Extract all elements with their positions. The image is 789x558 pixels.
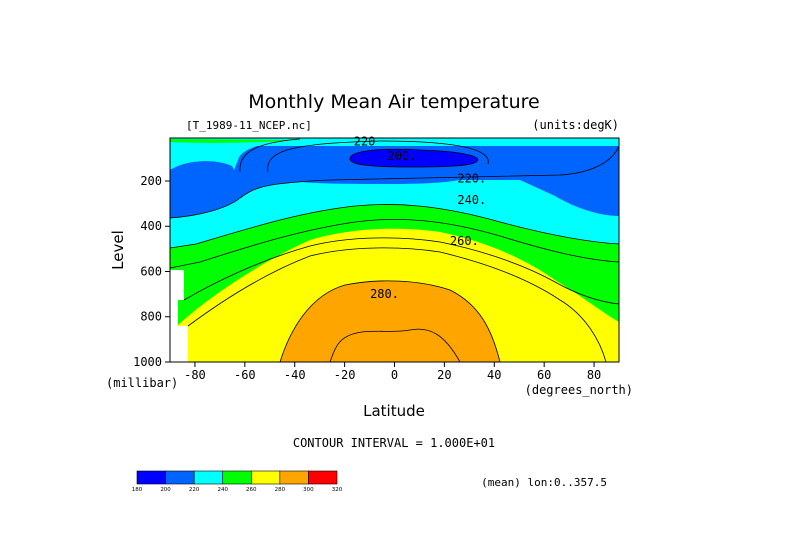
contour-line <box>187 247 607 362</box>
color-scale-swatch <box>279 470 309 485</box>
x-tick-label: -20 <box>334 368 356 382</box>
mean-longitude-note: (mean) lon:0..357.5 <box>481 476 607 489</box>
y-tick-label: 400 <box>140 219 162 233</box>
fill-band-240-top <box>170 139 300 143</box>
color-scale-label: 200 <box>160 487 171 493</box>
dataset-label: [T_1989-11_NCEP.nc] <box>186 119 312 132</box>
contour-line <box>329 328 461 362</box>
y-unit-label: (millibar) <box>106 376 178 390</box>
chart-title: Monthly Mean Air temperature <box>248 91 539 113</box>
y-tick-label: 200 <box>140 174 162 188</box>
contour-label: 220 <box>354 134 376 148</box>
y-tick-label: 1000 <box>133 355 162 369</box>
color-scale-label: 280 <box>275 487 286 493</box>
x-tick-label: -80 <box>184 368 206 382</box>
x-tick-label: 60 <box>537 368 551 382</box>
contour-line <box>170 218 619 269</box>
contour-label: 220. <box>457 172 486 186</box>
x-tick-label: -40 <box>284 368 306 382</box>
contour-lines <box>170 138 619 362</box>
y-axis-ticks: 200 400 600 800 1000 <box>133 174 170 369</box>
color-scale-label: 300 <box>303 487 314 493</box>
contour-line <box>239 138 301 173</box>
x-tick-label: -60 <box>234 368 256 382</box>
color-scale-swatch <box>193 470 224 485</box>
contour-line <box>183 237 619 305</box>
color-scale-label: 220 <box>189 487 200 493</box>
color-scale-swatch <box>222 470 252 485</box>
color-scale-swatch <box>308 470 338 485</box>
color-scale-label: 260 <box>246 487 257 493</box>
contour-line <box>279 280 501 362</box>
fill-band-220-top <box>170 138 619 146</box>
color-scale-swatch <box>250 470 281 485</box>
x-tick-label: 40 <box>487 368 501 382</box>
fill-band-200-west <box>170 161 236 216</box>
contour-label: 280. <box>370 287 399 301</box>
color-scale-label: 180 <box>132 487 143 493</box>
fill-band-180 <box>349 149 478 167</box>
contour-line <box>267 140 489 173</box>
x-tick-label: 80 <box>587 368 601 382</box>
contour-line <box>170 145 619 219</box>
x-axis-ticks: -80 -60 -40 -20 0 20 40 60 80 <box>184 362 601 382</box>
contour-line <box>349 148 479 168</box>
color-scale-swatch <box>165 470 195 485</box>
fill-band-280 <box>280 280 500 362</box>
y-axis-label: Level <box>109 230 127 270</box>
y-tick-label: 800 <box>140 310 162 324</box>
contour-label: 200. <box>388 149 417 163</box>
contour-interval-text: CONTOUR INTERVAL = 1.000E+01 <box>293 436 495 450</box>
contour-label: 260. <box>450 234 479 248</box>
x-tick-label: 0 <box>391 368 398 382</box>
y-tick-label: 600 <box>140 264 162 278</box>
contour-label: 240. <box>457 193 486 207</box>
below-surface-mask <box>170 270 188 362</box>
color-scale-bar: 180 200 220 240 260 280 300 320 <box>132 470 343 493</box>
contour-line <box>170 204 619 249</box>
units-label: (units:degK) <box>532 118 619 132</box>
x-tick-label: 20 <box>437 368 451 382</box>
x-unit-label: (degrees_north) <box>525 383 633 397</box>
x-axis-label: Latitude <box>363 402 425 420</box>
color-scale-label: 320 <box>332 487 343 493</box>
color-scale-swatch <box>136 470 166 485</box>
color-scale-label: 240 <box>217 487 228 493</box>
